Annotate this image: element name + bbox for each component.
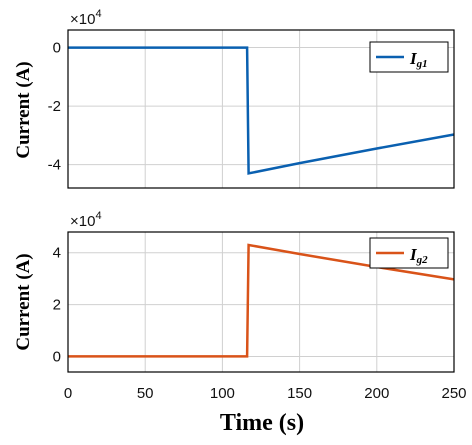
x-tick-label: 100 <box>210 385 235 402</box>
series-line-ig1 <box>68 46 455 175</box>
legend-label-sub: g1 <box>416 58 428 70</box>
legend-label: Ig2 <box>409 245 428 266</box>
x-axis-label: Time (s) <box>220 410 304 436</box>
plot-frame <box>67 29 455 189</box>
legend: Ig2 <box>369 237 449 269</box>
y-tick-label: 0 <box>53 40 61 57</box>
y-multiplier-exponent: 4 <box>95 210 101 222</box>
y-multiplier: ×104 <box>70 210 102 230</box>
series-line-ig2 <box>68 243 455 358</box>
y-tick-label: 4 <box>53 245 61 262</box>
y-tick-labels: 0 2 4 <box>53 245 61 366</box>
chart-ig2: 0 2 4 0 50 100 150 200 250 ×104 Current (A) Tim… <box>13 210 467 436</box>
x-tick-labels: 0 50 100 150 200 250 <box>64 385 467 402</box>
y-tick-label: -2 <box>48 98 61 115</box>
plot-frame <box>67 231 455 373</box>
y-axis-label: Current (A) <box>13 61 34 158</box>
y-tick-labels: 0 -2 -4 <box>48 40 61 174</box>
y-tick-label: -4 <box>48 157 61 174</box>
y-axis-label: Current (A) <box>13 253 34 350</box>
x-tick-label: 0 <box>64 385 72 402</box>
legend: Ig1 <box>369 41 449 73</box>
x-tick-label: 50 <box>137 385 154 402</box>
chart-ig1: 0 -2 -4 ×104 Current (A) Ig1 <box>13 8 455 189</box>
x-tick-label: 200 <box>364 385 389 402</box>
y-tick-label: 2 <box>53 297 61 314</box>
y-multiplier-exponent: 4 <box>95 8 101 20</box>
y-tick-label: 0 <box>53 348 61 365</box>
legend-label: Ig1 <box>409 49 428 70</box>
y-multiplier: ×104 <box>70 8 102 28</box>
x-tick-label: 250 <box>441 385 466 402</box>
x-tick-label: 150 <box>287 385 312 402</box>
legend-label-sub: g2 <box>416 254 429 266</box>
